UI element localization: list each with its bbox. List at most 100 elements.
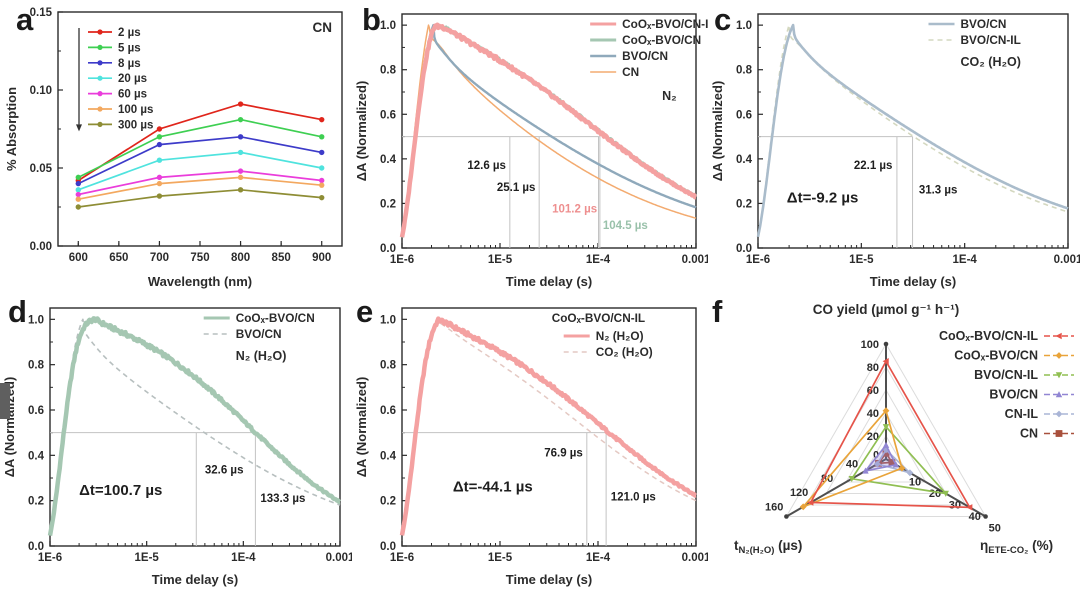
- svg-text:BVO/CN: BVO/CN: [622, 49, 668, 63]
- svg-text:1.0: 1.0: [736, 20, 752, 32]
- svg-text:0.2: 0.2: [28, 496, 44, 508]
- svg-text:0.001: 0.001: [682, 254, 708, 266]
- svg-text:Wavelength (nm): Wavelength (nm): [148, 274, 252, 289]
- svg-text:850: 850: [272, 252, 291, 264]
- svg-text:0.4: 0.4: [736, 154, 753, 166]
- svg-text:1.0: 1.0: [380, 314, 396, 326]
- panel-f: f 20 40 60 80 100 40 80 120 160 10 20 30 40 50 0 CO yie…: [708, 294, 1080, 592]
- svg-text:N₂ (H₂O): N₂ (H₂O): [236, 349, 287, 363]
- svg-text:800: 800: [231, 252, 250, 264]
- axis-titles: CO yield (µmol g⁻¹ h⁻¹) tN₂(H₂O) (µs) ηETE…: [734, 302, 1053, 556]
- svg-text:100: 100: [861, 339, 879, 351]
- svg-text:0.05: 0.05: [30, 163, 53, 175]
- svg-text:600: 600: [69, 252, 88, 264]
- svg-text:0.4: 0.4: [28, 450, 45, 462]
- series-2 µs: [77, 103, 322, 182]
- svg-text:22.1 µs: 22.1 µs: [854, 160, 893, 172]
- svg-text:0.001: 0.001: [326, 552, 352, 564]
- svg-text:0.0: 0.0: [736, 243, 752, 255]
- legend: BVO/CN BVO/CN-IL CO₂ (H₂O): [928, 17, 1021, 69]
- svg-text:0.8: 0.8: [28, 360, 45, 372]
- svg-text:60 µs: 60 µs: [118, 89, 147, 101]
- svg-text:Time delay (s): Time delay (s): [152, 572, 238, 587]
- series-100 µs: [78, 176, 322, 201]
- svg-text:101.2 µs: 101.2 µs: [552, 203, 597, 215]
- svg-text:0: 0: [873, 449, 879, 461]
- series-CN-IL: [875, 448, 911, 474]
- svg-text:40: 40: [846, 458, 858, 470]
- svg-text:0.6: 0.6: [380, 405, 396, 417]
- svg-text:0.0: 0.0: [380, 541, 396, 553]
- panel-e-chart: 1E-6 1E-5 1E-4 0.001 0.0 0.2 0.4 0.6 0.8 1.0 Time …: [354, 307, 708, 587]
- series-CN: [876, 451, 894, 465]
- series-BVO/CN: [863, 443, 898, 473]
- svg-text:CoOₓ-BVO/CN: CoOₓ-BVO/CN: [622, 33, 701, 47]
- svg-text:0.001: 0.001: [1054, 254, 1080, 266]
- panel-a-chart: 600 650 700 750 800 850 900 0.00 0.05 0.10 0.15 Wav…: [4, 7, 343, 289]
- svg-text:CoOₓ-BVO/CN-IL: CoOₓ-BVO/CN-IL: [622, 17, 708, 31]
- svg-text:1E-4: 1E-4: [953, 254, 978, 266]
- svg-text:121.0 µs: 121.0 µs: [611, 492, 656, 504]
- panel-d: d 1E-6 1E-5 1E-4 0.001 0.0 0.2 0.4 0.6 0.8 1.0 Tim…: [0, 294, 352, 592]
- svg-text:1E-6: 1E-6: [746, 254, 770, 266]
- svg-text:1E-5: 1E-5: [488, 552, 513, 564]
- svg-text:CoOₓ-BVO/CN-IL: CoOₓ-BVO/CN-IL: [939, 329, 1038, 343]
- svg-text:0.2: 0.2: [380, 496, 396, 508]
- panel-c: c 1E-6 1E-5 1E-4 0.001 0.0 0.2 0.4 0.6 0.8 1.0 Tim…: [708, 0, 1080, 294]
- svg-text:CoOₓ-BVO/CN: CoOₓ-BVO/CN: [236, 311, 315, 325]
- svg-text:CoOₓ-BVO/CN-IL: CoOₓ-BVO/CN-IL: [552, 311, 645, 325]
- svg-text:20: 20: [929, 488, 941, 500]
- series-BVO/CN: [756, 23, 1069, 238]
- svg-text:750: 750: [190, 252, 209, 264]
- panel-e-letter: e: [356, 294, 374, 329]
- legend: CoOₓ-BVO/CN-IL CoOₓ-BVO/CN BVO/CN CN N₂: [590, 17, 708, 103]
- svg-text:8 µs: 8 µs: [118, 58, 141, 70]
- svg-text:160: 160: [765, 502, 783, 514]
- svg-text:BVO/CN: BVO/CN: [236, 327, 282, 341]
- svg-text:tN₂(H₂O) (µs): tN₂(H₂O) (µs): [734, 538, 802, 556]
- svg-text:40: 40: [867, 408, 879, 420]
- svg-text:ΔA (Normalized): ΔA (Normalized): [354, 81, 369, 182]
- svg-text:0.10: 0.10: [30, 85, 52, 97]
- series: [75, 101, 325, 210]
- svg-text:5 µs: 5 µs: [118, 42, 141, 54]
- legend: CoOₓ-BVO/CN-IL N₂ (H₂O) CO₂ (H₂O): [552, 311, 653, 359]
- series-20 µs: [78, 151, 322, 191]
- legend: CoOₓ-BVO/CN-IL CoOₓ-BVO/CN BVO/CN-IL BVO/CN…: [939, 329, 1074, 441]
- half-life-guides: [402, 136, 601, 248]
- svg-text:BVO/CN: BVO/CN: [961, 17, 1007, 31]
- svg-text:1E-5: 1E-5: [849, 254, 874, 266]
- svg-text:2 µs: 2 µs: [118, 27, 141, 39]
- svg-text:20 µs: 20 µs: [118, 73, 147, 85]
- panel-a-letter: a: [16, 2, 34, 37]
- svg-text:40: 40: [969, 511, 981, 523]
- svg-text:BVO/CN-IL: BVO/CN-IL: [961, 33, 1021, 47]
- svg-text:100 µs: 100 µs: [118, 104, 153, 116]
- axes: 1E-6 1E-5 1E-4 0.001 0.0 0.2 0.4 0.6 0.8 1.0 Time …: [2, 307, 352, 587]
- svg-text:0.4: 0.4: [380, 154, 397, 166]
- svg-text:0.2: 0.2: [736, 198, 752, 210]
- panel-c-letter: c: [714, 2, 732, 37]
- series-8 µs: [77, 135, 322, 185]
- panel-b-chart: 1E-6 1E-5 1E-4 0.001 0.0 0.2 0.4 0.6 0.8 1.0 Time …: [354, 13, 708, 289]
- series-60 µs: [78, 170, 322, 196]
- annotations: 22.1 µs Δt=-9.2 µs 31.3 µs: [787, 160, 958, 206]
- svg-text:60: 60: [867, 385, 879, 397]
- svg-text:CN: CN: [313, 20, 333, 35]
- svg-text:Δt=100.7 µs: Δt=100.7 µs: [79, 482, 162, 499]
- svg-text:Δt=-9.2 µs: Δt=-9.2 µs: [787, 189, 859, 206]
- svg-text:0.00: 0.00: [30, 241, 52, 253]
- svg-text:CoOₓ-BVO/CN: CoOₓ-BVO/CN: [954, 349, 1038, 363]
- svg-text:CO₂ (H₂O): CO₂ (H₂O): [961, 55, 1021, 69]
- axes: 1E-6 1E-5 1E-4 0.001 0.0 0.2 0.4 0.6 0.8 1.0 Time …: [354, 13, 708, 289]
- svg-text:50: 50: [989, 523, 1001, 535]
- svg-text:BVO/CN: BVO/CN: [989, 388, 1038, 402]
- svg-text:30: 30: [949, 500, 961, 512]
- annotations: Δt=100.7 µs 32.6 µs 133.3 µs: [79, 464, 305, 504]
- svg-text:% Absorption: % Absorption: [4, 87, 19, 171]
- svg-text:CN: CN: [622, 65, 639, 79]
- svg-text:1E-4: 1E-4: [586, 254, 611, 266]
- series-BVO/CN-IL: [850, 425, 949, 495]
